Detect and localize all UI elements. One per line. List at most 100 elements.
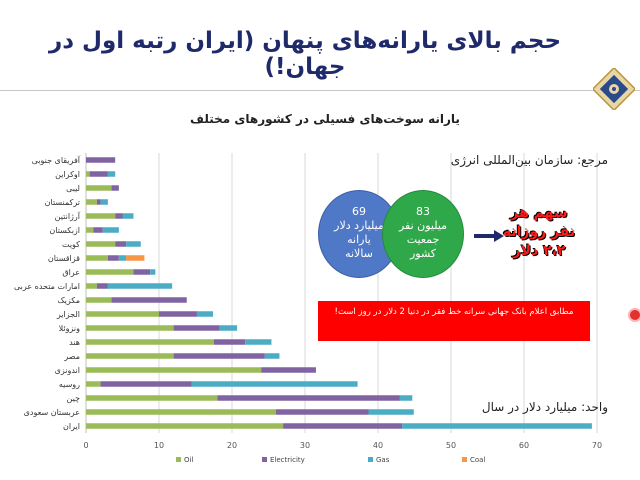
bar-segment-electricity	[100, 381, 192, 387]
bar-segment-gas	[100, 199, 108, 205]
bar-segment-oil	[86, 185, 112, 191]
bar-segment-gas	[107, 283, 173, 289]
bar-segment-oil	[86, 339, 214, 345]
category-label: اوکراین	[55, 170, 80, 179]
bar-segment-gas	[399, 395, 413, 401]
bar-segment-gas	[102, 227, 119, 233]
category-label: ازبکستان	[49, 226, 80, 235]
x-tick-label: 0	[83, 441, 88, 450]
x-tick-label: 40	[373, 441, 383, 450]
bar-segment-electricity	[213, 339, 246, 345]
bar-segment-oil	[86, 255, 108, 261]
category-label: کویت	[62, 240, 80, 249]
bar-segment-gas	[118, 255, 127, 261]
bar-segment-electricity	[115, 213, 123, 219]
category-label: الجزایر	[56, 310, 80, 319]
category-label: چین	[67, 394, 81, 403]
category-label: روسیه	[59, 380, 80, 389]
slide-title: حجم بالای یارانه‌های پنهان (ایران رتبه ا…	[48, 28, 562, 80]
ornament-logo-icon	[593, 68, 635, 110]
bar-segment-oil	[86, 241, 116, 247]
arrow-right-icon	[474, 230, 504, 242]
bar-segment-oil	[86, 227, 94, 233]
bar-segment-electricity	[275, 409, 369, 415]
bar-segment-gas	[196, 311, 214, 317]
category-label: امارات متحده عربی	[14, 282, 80, 291]
bar-segment-electricity	[111, 297, 187, 303]
legend-label: Electricity	[270, 456, 305, 464]
category-label: قزاقستان	[48, 254, 80, 263]
category-label: عراق	[62, 268, 80, 277]
bar-segment-electricity	[283, 423, 403, 429]
chart-heading: یارانه سوخت‌های فسیلی در کشورهای مختلف	[190, 112, 460, 126]
legend-swatch	[176, 457, 181, 462]
bar-segment-electricity	[111, 185, 119, 191]
bar-segment-electricity	[217, 395, 400, 401]
bar-segment-gas	[245, 339, 272, 345]
bar-segment-coal	[126, 255, 145, 261]
x-tick-label: 60	[519, 441, 529, 450]
source-label: مرجع: سازمان بین‌المللی انرژی	[450, 153, 608, 167]
x-tick-label: 30	[300, 441, 310, 450]
x-tick-label: 10	[154, 441, 164, 450]
category-label: مکزیک	[57, 296, 80, 305]
category-label: آفریقای جنوبی	[32, 155, 81, 165]
bar-segment-electricity	[133, 269, 151, 275]
legend-swatch	[462, 457, 467, 462]
subsidy-text: میلیارد دلار یارانه سالانه	[334, 219, 384, 260]
bar-segment-electricity	[107, 255, 119, 261]
pointer-dot	[628, 308, 640, 322]
category-label: اندونزی	[55, 366, 80, 375]
category-label: هند	[69, 338, 80, 347]
bar-segment-oil	[86, 269, 134, 275]
bar-segment-oil	[86, 353, 174, 359]
population-number: 83	[416, 205, 430, 218]
bar-segment-electricity	[89, 171, 108, 177]
legend-label: Coal	[470, 456, 485, 464]
x-tick-label: 20	[227, 441, 237, 450]
category-label: ایران	[63, 422, 80, 431]
bar-segment-gas	[107, 171, 116, 177]
bar-segment-oil	[86, 171, 90, 177]
legend-label: Gas	[376, 456, 390, 464]
per-person-share: سهم هر نفر روزانه ۲،۲ دلار	[502, 205, 576, 259]
title-divider	[0, 90, 640, 91]
bar-segment-oil	[86, 367, 262, 373]
bar-segment-electricity	[159, 311, 197, 317]
bar-segment-electricity	[173, 353, 265, 359]
poverty-note-box: مطابق اعلام بانک جهانی سرانه خط فقر در د…	[318, 301, 590, 341]
bar-segment-electricity	[173, 325, 220, 331]
bar-segment-gas	[219, 325, 238, 331]
bar-segment-oil	[86, 297, 112, 303]
bar-segment-gas	[368, 409, 414, 415]
bar-segment-oil	[86, 423, 284, 429]
legend-swatch	[262, 457, 267, 462]
poverty-note-text: مطابق اعلام بانک جهانی سرانه خط فقر در د…	[334, 307, 574, 317]
category-label: ونزوئلا	[59, 324, 81, 333]
bar-segment-oil	[86, 395, 218, 401]
category-label: عربستان سعودی	[24, 408, 80, 417]
legend-swatch	[368, 457, 373, 462]
category-label: مصر	[63, 352, 80, 361]
unit-label: واحد: میلیارد دلار در سال	[481, 400, 608, 414]
bar-segment-gas	[402, 423, 592, 429]
x-tick-label: 70	[592, 441, 602, 450]
x-tick-label: 50	[446, 441, 456, 450]
bar-segment-electricity	[86, 157, 116, 163]
bar-segment-gas	[122, 213, 134, 219]
subsidy-number: 69	[352, 205, 366, 218]
population-bubble: 83 میلیون نفر جمعیت کشور	[382, 190, 464, 278]
bar-segment-oil	[86, 311, 159, 317]
legend-label: Oil	[184, 456, 193, 464]
bar-segment-gas	[264, 353, 280, 359]
bar-segment-oil	[86, 213, 116, 219]
bar-segment-gas	[191, 381, 358, 387]
bar-segment-gas	[126, 241, 141, 247]
bar-segment-oil	[86, 409, 276, 415]
category-label: لیبی	[66, 184, 80, 193]
category-label: ترکمنستان	[45, 198, 80, 207]
bar-segment-oil	[86, 325, 174, 331]
bar-segment-electricity	[96, 283, 108, 289]
bar-segment-electricity	[261, 367, 316, 373]
